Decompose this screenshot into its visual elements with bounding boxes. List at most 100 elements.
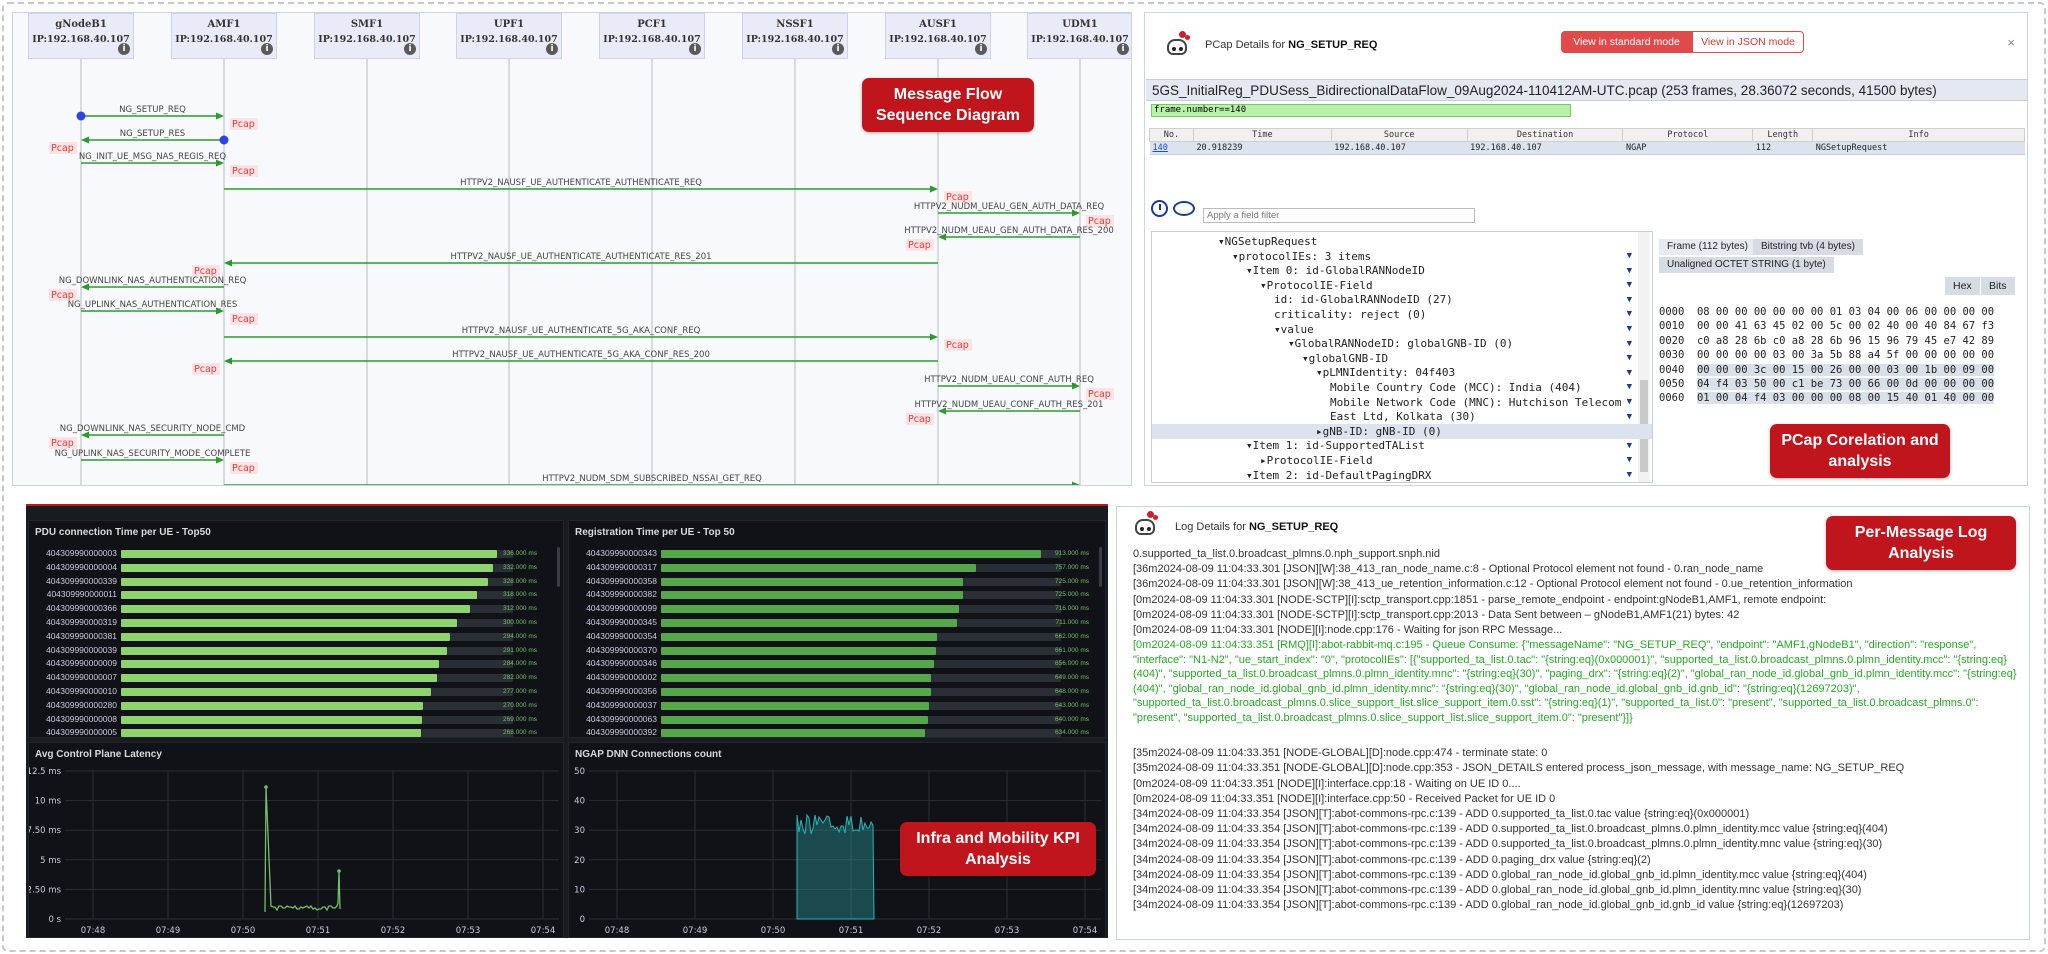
hex-bytes[interactable]: 00 00 41 63 45 02 00 5c 00 02 40 00 40 8…	[1696, 320, 1995, 333]
pcap-link[interactable]: Pcap	[946, 192, 969, 203]
packet-row[interactable]: 140 20.918239 192.168.40.107 192.168.40.107…	[1149, 141, 2025, 155]
bar-fill[interactable]	[121, 715, 422, 724]
message-arrow[interactable]	[938, 233, 1080, 241]
column-header[interactable]: Time	[1192, 128, 1332, 142]
tree-node[interactable]: criticality: reject (0) ▼	[1152, 307, 1652, 334]
bar-fill[interactable]	[121, 619, 457, 627]
bar-fill[interactable]	[661, 591, 963, 600]
bar-fill[interactable]	[661, 619, 957, 627]
tree-arrow-icon[interactable]	[1152, 308, 1274, 321]
pcap-link[interactable]: Pcap	[51, 438, 74, 449]
message-arrow[interactable]	[81, 159, 224, 167]
comment-bubble-icon[interactable]	[1173, 201, 1195, 216]
message-arrow[interactable]	[81, 431, 224, 439]
pcap-link[interactable]: Pcap	[51, 290, 74, 301]
tree-node[interactable]: ▾ProtocolIE-Field ▼	[1152, 278, 1652, 305]
node-pcf1[interactable]: PCF1 IP:192.168.40.107 i	[599, 13, 705, 59]
pcap-link[interactable]: Pcap	[232, 119, 255, 130]
tree-arrow-icon[interactable]	[1152, 381, 1330, 394]
bar-row[interactable]: 404309990000319 300.000 ms	[29, 616, 563, 629]
column-header[interactable]: Protocol	[1622, 128, 1754, 142]
bar-row[interactable]: 404309990000354 662.000 ms	[569, 630, 1105, 643]
bar-row[interactable]: 404309990000002 649.000 ms	[569, 671, 1105, 684]
message-arrow[interactable]	[224, 333, 938, 341]
column-header[interactable]: No.	[1149, 128, 1194, 142]
bar-fill[interactable]	[121, 660, 439, 669]
filter-marker-icon[interactable]: ▼	[1626, 294, 1632, 305]
bar-fill[interactable]	[661, 701, 929, 710]
bar-fill[interactable]	[121, 701, 423, 710]
tree-arrow-icon[interactable]: ▾	[1246, 264, 1253, 278]
info-icon[interactable]: i	[118, 43, 130, 55]
message-label[interactable]: HTTPV2_NUDM_UEAU_GEN_AUTH_DATA_RES_200	[904, 226, 1114, 236]
filter-marker-icon[interactable]: ▼	[1626, 470, 1632, 480]
message-label[interactable]: HTTPV2_NAUSF_UE_AUTHENTICATE_AUTHENTICAT…	[450, 252, 711, 262]
message-arrow[interactable]	[938, 407, 1080, 415]
info-icon[interactable]: i	[404, 43, 416, 55]
pcap-link[interactable]: Pcap	[232, 463, 255, 474]
bar-row[interactable]: 404309990000381 294.000 ms	[29, 630, 563, 643]
filter-marker-icon[interactable]: ▼	[1626, 382, 1632, 393]
pcap-link[interactable]: Pcap	[232, 166, 255, 177]
bar-fill[interactable]	[121, 729, 421, 738]
hex-bytes[interactable]: 08 00 00 00 00 00 00 01 03 04 00 06 00 0…	[1696, 306, 1995, 318]
column-header[interactable]: Destination	[1466, 128, 1624, 142]
pcap-link[interactable]: Pcap	[946, 340, 969, 351]
node-ausf1[interactable]: AUSF1 IP:192.168.40.107 i	[885, 13, 991, 59]
tree-node[interactable]: ▾protocolIEs: 3 items ▼	[1152, 249, 1652, 276]
tree-node[interactable]: Mobile Network Code (MNC): Hutchison Tel…	[1152, 395, 1652, 422]
bar-row[interactable]: 404309990000003 336.000 ms	[29, 547, 563, 560]
bar-row[interactable]: 404309990000339 328.000 ms	[29, 575, 563, 588]
bar-row[interactable]: 404309990000007 282.000 ms	[29, 671, 563, 684]
message-label[interactable]: HTTPV2_NAUSF_UE_AUTHENTICATE_AUTHENTICAT…	[460, 178, 702, 188]
column-header[interactable]: Info	[1812, 128, 2025, 142]
filter-marker-icon[interactable]: ▼	[1626, 280, 1632, 291]
info-icon[interactable]: i	[1117, 43, 1129, 55]
tree-arrow-icon[interactable]: ▾	[1274, 322, 1281, 336]
field-filter-input[interactable]: Apply a field filter	[1203, 208, 1475, 223]
reg-scrollbar[interactable]	[1099, 547, 1102, 587]
info-icon[interactable]: i	[832, 43, 844, 55]
pdu-scrollbar[interactable]	[557, 547, 560, 587]
bar-fill[interactable]	[661, 550, 1041, 558]
display-filter-input[interactable]: frame.number==140	[1151, 104, 1571, 117]
bar-fill[interactable]	[121, 605, 470, 614]
bar-row[interactable]: 404309990000358 725.000 ms	[569, 575, 1105, 588]
bar-fill[interactable]	[661, 605, 959, 614]
bar-row[interactable]: 404309990000280 270.000 ms	[29, 699, 563, 712]
message-label[interactable]: NG_DOWNLINK_NAS_AUTHENTICATION_REQ	[59, 276, 247, 286]
bar-fill[interactable]	[661, 674, 931, 683]
bar-fill[interactable]	[661, 646, 936, 655]
message-label[interactable]: HTTPV2_NUDM_UEAU_CONF_AUTH_REQ	[924, 375, 1094, 385]
node-nssf1[interactable]: NSSF1 IP:192.168.40.107 i	[742, 13, 848, 59]
filter-marker-icon[interactable]: ▼	[1626, 309, 1632, 320]
tree-node[interactable]: ▸gNB-ID: gNB-ID (0) ▼	[1152, 423, 1652, 451]
bar-fill[interactable]	[121, 674, 437, 683]
message-arrow[interactable]	[81, 456, 224, 464]
bar-row[interactable]: 404309990000346 656.000 ms	[569, 657, 1105, 670]
node-smf1[interactable]: SMF1 IP:192.168.40.107 i	[314, 13, 420, 59]
message-arrow[interactable]	[938, 209, 1080, 217]
tree-node[interactable]: id: id-GlobalRANNodeID (27) ▼	[1152, 292, 1652, 319]
message-label[interactable]: HTTPV2_NUDM_SDM_SUBSCRIBED_NSSAI_GET_REQ	[542, 474, 762, 484]
pcap-link[interactable]: Pcap	[908, 414, 931, 425]
tree-node[interactable]: ▾globalGNB-ID ▼	[1152, 351, 1652, 378]
bar-fill[interactable]	[121, 591, 477, 600]
message-label[interactable]: HTTPV2_NAUSF_UE_AUTHENTICATE_5G_AKA_CONF…	[452, 350, 710, 360]
bar-fill[interactable]	[661, 660, 934, 669]
tree-arrow-icon[interactable]	[1152, 410, 1330, 423]
message-arrow[interactable]	[224, 185, 938, 193]
tab-frame-bytes[interactable]: Frame (112 bytes)	[1659, 239, 1756, 255]
message-label[interactable]: HTTPV2_NUDM_UEAU_GEN_AUTH_DATA_REQ	[914, 202, 1105, 212]
bar-row[interactable]: 404309990000345 711.000 ms	[569, 616, 1105, 629]
message-label[interactable]: NG_DOWNLINK_NAS_SECURITY_NODE_CMD	[60, 424, 246, 434]
bar-fill[interactable]	[661, 715, 928, 724]
tree-arrow-icon[interactable]: ▸	[1316, 424, 1323, 438]
filter-marker-icon[interactable]: ▼	[1626, 367, 1632, 378]
bar-row[interactable]: 404309990000063 640.000 ms	[569, 713, 1105, 726]
tree-arrow-icon[interactable]: ▾	[1218, 235, 1225, 248]
bar-row[interactable]: 404309990000356 648.000 ms	[569, 685, 1105, 698]
view-json-mode-button[interactable]: View in JSON mode	[1692, 31, 1804, 53]
filter-marker-icon[interactable]: ▼	[1626, 324, 1632, 334]
info-icon[interactable]: i	[546, 43, 558, 55]
